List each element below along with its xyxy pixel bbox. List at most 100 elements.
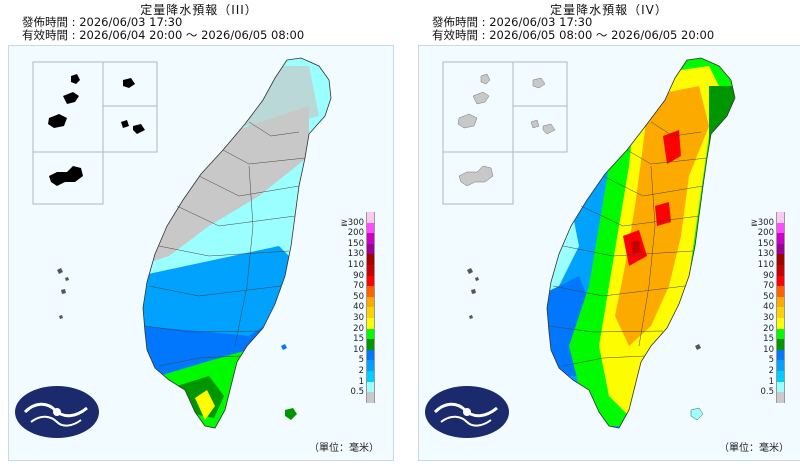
legend: ≧300 200 150 130 110 90 70 50 40 30 20 15 10 5 2 1 0.5	[741, 212, 785, 411]
map-svg	[425, 57, 736, 438]
legend-color-box	[776, 233, 785, 244]
forecast-panel-iii: 定量降水預報（III） 發佈時間 : 2026/06/03 17:30 有效時間…	[0, 0, 398, 467]
rainfall-map: ≧300 200 150 130 110 90 70 50 40 30 20 15 10 5 2 1 0.5 （…	[8, 45, 394, 461]
legend-color-box	[366, 243, 375, 255]
legend-color-box	[776, 243, 785, 255]
kinmen-island	[530, 119, 556, 135]
legend: ≧300 200 150 130 110 90 70 50 40 30 20 15 10 5 2 1 0.5	[331, 212, 375, 411]
rain-band-dry	[143, 106, 309, 266]
legend-color-box	[366, 392, 375, 403]
inset-box-matsu	[32, 61, 104, 153]
matsu-island	[480, 73, 491, 85]
matsu-island	[48, 114, 67, 128]
legend-level-label: 130	[757, 249, 774, 260]
cwb-logo	[15, 386, 99, 438]
unit-label: （單位：毫米）	[719, 443, 789, 454]
legend-level-label: ≧300	[340, 217, 364, 228]
legend-color-box	[776, 275, 785, 287]
forecast-panel-iv: 定量降水預報（IV） 發佈時間 : 2026/06/03 17:30 有效時間 …	[410, 0, 800, 467]
legend-color-box	[776, 212, 785, 223]
legend-color-box	[366, 275, 375, 287]
rain-band-red	[663, 130, 681, 164]
taiwan-outline	[142, 57, 332, 429]
issued-value: 2026/06/03 17:30	[79, 15, 183, 29]
rain-band-dry	[209, 66, 319, 126]
legend-level-label: 90	[353, 270, 364, 281]
legend-level-label: 200	[757, 228, 774, 239]
legend-color-box	[776, 339, 785, 350]
legend-color-box	[366, 360, 375, 371]
legend-color-box	[366, 296, 375, 308]
legend-color-box	[776, 360, 785, 371]
valid-label: 有效時間	[22, 28, 68, 42]
legend-level-label: 1	[768, 376, 774, 387]
rain-band-yellow	[195, 390, 215, 420]
panel-title: 定量降水預報（III）	[140, 3, 258, 17]
kinmen-island	[532, 77, 546, 89]
inset-box-kinmen-s	[102, 105, 158, 153]
legend-color-box	[366, 328, 375, 340]
legend-level-label: 10	[353, 344, 364, 355]
legend-level-label: 0.5	[350, 387, 364, 398]
green-island	[281, 344, 287, 350]
county-borders	[144, 121, 306, 367]
legend-level-label: 2	[358, 366, 364, 376]
matsu-island	[63, 92, 79, 104]
inset-box-matsu	[442, 61, 514, 153]
legend-level-label: 110	[757, 260, 774, 270]
logo-wave	[30, 415, 82, 427]
legend-level-label: 70	[353, 281, 364, 292]
legend-level-label: 40	[763, 302, 774, 313]
legend-level-label: 150	[757, 238, 774, 249]
issued-label: 發佈時間	[432, 15, 478, 29]
valid-time: 有效時間 : 2026/06/05 08:00 ～ 2026/06/05 20:…	[432, 28, 715, 42]
legend-color-box	[366, 254, 375, 265]
orchid-island	[690, 407, 704, 421]
legend-level-label: 20	[353, 323, 364, 334]
legend-color-box	[776, 328, 785, 340]
inset-islands	[48, 74, 145, 186]
legend-color-box	[366, 265, 375, 276]
taiwan-island	[143, 58, 331, 428]
county-borders	[548, 121, 708, 367]
taiwan-outline	[546, 57, 736, 429]
legend-color-box	[366, 318, 375, 329]
legend-color-box	[366, 233, 375, 244]
valid-label: 有效時間	[432, 28, 478, 42]
legend-color-box	[366, 371, 375, 382]
matsu-island	[472, 91, 490, 105]
valid-value: 2026/06/05 08:00 ～ 2026/06/05 20:00	[489, 28, 715, 42]
legend-color-box	[366, 212, 375, 223]
inset-box-penghu	[32, 151, 104, 205]
legend-color-box	[776, 286, 785, 297]
legend-level-label: 15	[353, 334, 364, 345]
inset-box-penghu	[442, 151, 514, 205]
orchid-island	[285, 408, 297, 420]
legend-level-label: 200	[347, 228, 364, 239]
legend-color-box	[366, 349, 375, 361]
legend-color-box	[776, 318, 785, 329]
legend-color-box	[776, 222, 785, 234]
legend-color-box	[776, 265, 785, 276]
legend-level-label: 5	[358, 355, 364, 366]
legend-level-label: 40	[353, 302, 364, 313]
valid-time: 有效時間 : 2026/06/04 20:00 ～ 2026/06/05 08:…	[22, 28, 305, 42]
green-island	[695, 344, 701, 350]
legend-color-box	[776, 381, 785, 393]
legend-level-label: 130	[347, 249, 364, 260]
legend-level-label: 20	[763, 323, 774, 334]
legend-level-label: 1	[358, 376, 364, 387]
legend-level-label: 30	[353, 313, 364, 323]
legend-color-box	[366, 222, 375, 234]
legend-level-label: 150	[347, 238, 364, 249]
legend-color-box	[776, 392, 785, 403]
matsu-island	[71, 74, 80, 84]
logo-dot	[53, 408, 61, 416]
kinmen-island	[121, 120, 145, 134]
issued-value: 2026/06/03 17:30	[489, 15, 593, 29]
logo-wave	[440, 415, 492, 427]
legend-color-box	[776, 349, 785, 361]
penghu-island	[49, 166, 83, 186]
penghu-dots	[467, 268, 479, 319]
issued-label: 發佈時間	[22, 15, 68, 29]
